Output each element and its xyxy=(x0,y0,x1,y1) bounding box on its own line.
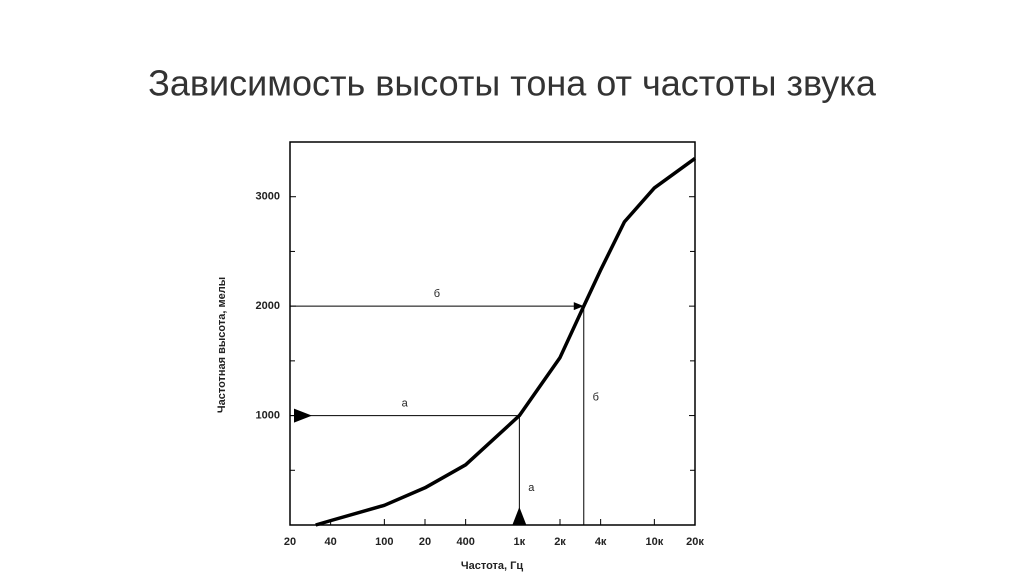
y-tick-label: 1000 xyxy=(256,409,280,421)
x-tick-label: 2к xyxy=(554,536,566,548)
x-tick-label: 10к xyxy=(645,536,663,548)
plot-frame xyxy=(289,141,696,526)
arrowhead xyxy=(294,408,312,423)
x-tick-label: 20 xyxy=(419,536,431,548)
x-tick-label: 100 xyxy=(375,536,393,548)
y-axis-label: Частотная высота, мелы xyxy=(216,277,228,413)
guide-label: а xyxy=(528,482,535,494)
x-tick-label: 40 xyxy=(325,536,337,548)
slide-title: Зависимость высоты тона от частоты звука xyxy=(148,63,877,104)
x-tick-label: 1к xyxy=(514,536,526,548)
arrowhead xyxy=(512,507,527,525)
x-axis-label: Частота, Гц xyxy=(461,560,524,572)
x-tick-label: 20 xyxy=(284,536,296,548)
arrowhead xyxy=(573,302,584,311)
y-tick-label: 2000 xyxy=(256,300,280,312)
x-tick-label: 4к xyxy=(595,536,607,548)
y-tick-label: 3000 xyxy=(256,191,280,203)
x-tick-label: 400 xyxy=(456,536,474,548)
x-tick-label: 20к xyxy=(686,536,704,548)
guide-label: б xyxy=(593,391,599,403)
guide-label: а xyxy=(402,397,409,409)
curve xyxy=(315,156,697,527)
guide-label: б xyxy=(434,288,440,300)
